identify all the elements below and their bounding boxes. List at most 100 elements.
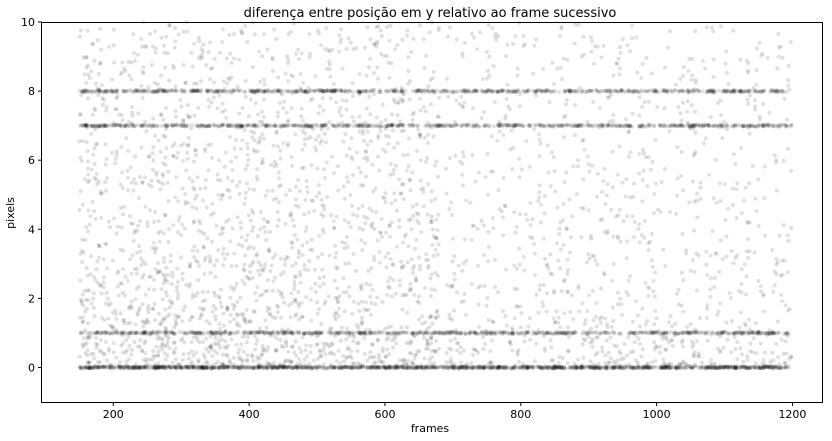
data-point <box>440 364 445 369</box>
data-point <box>626 89 631 94</box>
data-point <box>295 364 300 369</box>
data-point <box>80 319 85 324</box>
data-point <box>132 364 137 369</box>
data-point <box>89 167 94 172</box>
data-point <box>519 330 524 335</box>
data-point <box>440 365 445 369</box>
data-point <box>206 289 211 294</box>
data-point <box>95 182 100 187</box>
data-point <box>531 365 536 370</box>
data-point <box>99 47 104 52</box>
data-point <box>281 365 286 369</box>
data-point <box>304 179 309 183</box>
data-point <box>387 365 392 369</box>
data-point <box>438 331 443 336</box>
data-point <box>305 190 310 195</box>
data-point <box>632 331 636 336</box>
data-point <box>410 122 415 127</box>
data-point <box>211 80 216 85</box>
data-point <box>130 347 134 352</box>
data-point <box>502 365 507 370</box>
data-point <box>169 281 174 286</box>
data-point <box>166 169 171 174</box>
data-point <box>180 319 185 324</box>
data-point <box>223 365 228 370</box>
data-point <box>206 97 211 102</box>
data-point <box>651 365 656 370</box>
data-point <box>196 278 201 283</box>
data-point <box>228 51 233 56</box>
data-point <box>708 365 713 370</box>
data-point <box>383 366 387 371</box>
data-point <box>309 237 314 242</box>
data-point <box>275 365 280 370</box>
data-point <box>294 353 299 358</box>
data-point <box>163 307 168 312</box>
data-point <box>150 330 155 335</box>
data-point <box>556 331 561 336</box>
data-point <box>574 364 579 369</box>
data-point <box>329 364 334 369</box>
data-point <box>571 364 576 369</box>
data-point <box>480 365 485 370</box>
data-point <box>164 146 169 150</box>
data-point <box>659 365 664 370</box>
data-point <box>125 364 130 369</box>
data-point <box>664 364 669 369</box>
data-point <box>314 124 319 128</box>
data-point <box>96 88 101 93</box>
data-point <box>574 365 579 370</box>
data-point <box>97 365 102 370</box>
data-point <box>157 86 162 91</box>
data-point <box>497 330 502 335</box>
data-point <box>408 188 413 193</box>
data-point <box>133 322 138 327</box>
data-point <box>589 330 594 335</box>
data-point <box>239 28 244 33</box>
data-point <box>167 364 172 369</box>
data-point <box>282 329 287 334</box>
data-point <box>95 259 100 264</box>
data-point <box>502 330 507 335</box>
data-point <box>391 366 396 371</box>
data-point <box>234 155 238 160</box>
data-point <box>108 364 113 369</box>
data-point <box>327 120 332 124</box>
data-point <box>186 366 191 371</box>
data-point <box>364 174 369 179</box>
data-point <box>230 226 235 231</box>
data-point <box>232 251 237 256</box>
data-point <box>399 365 404 370</box>
data-point <box>789 123 793 128</box>
data-point <box>389 112 394 117</box>
data-point <box>275 209 280 214</box>
data-point <box>673 366 678 371</box>
data-point <box>164 105 169 110</box>
data-point <box>692 364 697 369</box>
data-point <box>765 364 770 369</box>
data-point <box>120 170 125 175</box>
data-point <box>334 330 339 335</box>
data-point <box>484 329 489 334</box>
data-point <box>263 193 268 198</box>
data-point <box>525 330 530 335</box>
data-point <box>720 331 725 336</box>
data-point <box>132 364 136 369</box>
data-point <box>87 365 92 370</box>
data-point <box>365 142 370 147</box>
data-point <box>318 331 323 336</box>
data-point <box>586 364 591 369</box>
data-point <box>745 366 749 371</box>
data-point <box>326 365 331 370</box>
data-point <box>142 341 147 346</box>
data-point <box>598 331 603 336</box>
data-point <box>359 183 363 188</box>
data-point <box>708 365 713 370</box>
data-point <box>591 366 596 371</box>
data-point <box>733 366 738 371</box>
data-point <box>314 331 319 336</box>
data-point <box>248 330 253 335</box>
data-point <box>521 364 526 369</box>
data-point <box>98 189 103 194</box>
data-point <box>281 270 286 275</box>
